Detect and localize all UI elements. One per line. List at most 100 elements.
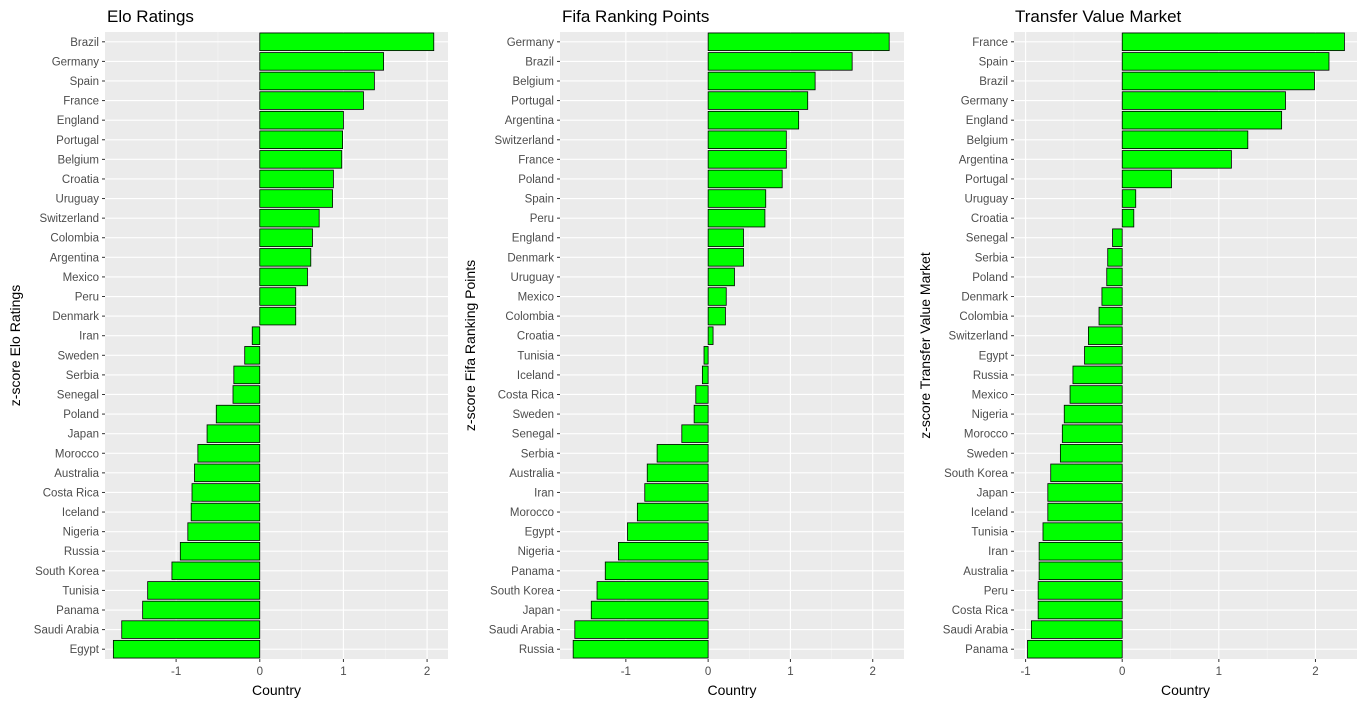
y-tick-label: Germany xyxy=(52,56,100,68)
bar-russia xyxy=(1072,365,1123,385)
y-tick-label: Mexico xyxy=(972,389,1008,401)
bar-iran xyxy=(644,483,709,502)
x-tick-label: 1 xyxy=(340,666,346,678)
y-tick-label: Saudi Arabia xyxy=(943,625,1009,637)
y-tick-label: Saudi Arabia xyxy=(489,625,555,637)
y-tick-label: Serbia xyxy=(975,252,1009,264)
bar-mexico xyxy=(259,267,308,287)
x-axis-title: Country xyxy=(707,682,756,698)
y-tick-label: England xyxy=(512,233,554,245)
y-tick-label: Belgium xyxy=(966,135,1008,147)
y-tick-label: Senegal xyxy=(512,429,554,441)
x-tick-label: 0 xyxy=(257,666,263,678)
bar-uruguay xyxy=(1121,189,1137,208)
bar-brazil xyxy=(259,32,435,52)
bar-denmark xyxy=(1101,287,1123,306)
bar-nigeria xyxy=(187,522,261,541)
y-tick-label: Belgium xyxy=(512,76,554,88)
bar-south-korea xyxy=(1050,463,1123,483)
y-tick-label: Uruguay xyxy=(965,194,1009,206)
bar-argentina xyxy=(1121,150,1232,169)
y-tick-label: England xyxy=(966,115,1008,127)
bar-saudi-arabia xyxy=(121,620,261,639)
y-tick-label: Iran xyxy=(79,331,99,343)
y-tick-label: South Korea xyxy=(490,585,555,597)
y-tick-label: Australia xyxy=(54,468,99,480)
panel-title: Transfer Value Market xyxy=(1015,7,1182,26)
bar-iceland xyxy=(1047,502,1123,522)
bar-panama xyxy=(142,600,261,620)
bar-iceland xyxy=(701,365,709,385)
bar-costa-rica xyxy=(1037,600,1123,620)
bar-senegal xyxy=(681,424,709,443)
bar-france xyxy=(707,150,787,169)
bar-france xyxy=(259,91,364,110)
y-tick-label: Costa Rica xyxy=(43,487,100,499)
bar-switzerland xyxy=(1087,326,1123,345)
bar-morocco xyxy=(197,444,261,463)
bar-serbia xyxy=(656,444,709,463)
y-tick-label: Costa Rica xyxy=(498,389,555,401)
y-tick-label: Nigeria xyxy=(63,527,100,539)
bar-morocco xyxy=(1061,424,1123,443)
bar-belgium xyxy=(259,150,343,169)
y-tick-label: Poland xyxy=(518,174,554,186)
bar-sweden xyxy=(244,346,261,365)
y-tick-label: Saudi Arabia xyxy=(34,625,100,637)
bar-poland xyxy=(707,169,783,189)
bar-iceland xyxy=(190,502,261,522)
bar-senegal xyxy=(1112,228,1123,247)
y-tick-label: Costa Rica xyxy=(952,605,1009,617)
y-tick-label: Brazil xyxy=(70,37,99,49)
y-axis-title: z-score Transfer Value Market xyxy=(917,252,933,439)
y-tick-label: Brazil xyxy=(525,56,554,68)
bar-portugal xyxy=(707,91,809,110)
bar-japan xyxy=(1047,483,1123,502)
x-tick-label: 2 xyxy=(1312,666,1318,678)
y-tick-label: Panama xyxy=(56,605,99,617)
y-tick-label: Japan xyxy=(977,487,1008,499)
y-tick-label: Croatia xyxy=(517,331,555,343)
x-axis-title: Country xyxy=(1161,682,1210,698)
bar-denmark xyxy=(707,248,744,267)
y-tick-label: Argentina xyxy=(505,115,555,127)
bar-saudi-arabia xyxy=(1030,620,1123,639)
bar-brazil xyxy=(1121,71,1315,91)
bar-belgium xyxy=(707,71,816,91)
bar-argentina xyxy=(259,248,312,267)
bar-nigeria xyxy=(1063,404,1123,424)
y-tick-label: Morocco xyxy=(55,448,99,460)
bar-germany xyxy=(707,32,890,52)
y-tick-label: Spain xyxy=(525,194,554,206)
y-tick-label: Portugal xyxy=(511,96,554,108)
y-tick-label: Russia xyxy=(64,546,100,558)
bar-iran xyxy=(1038,542,1123,561)
bar-sweden xyxy=(1059,444,1123,463)
y-tick-label: France xyxy=(518,154,554,166)
y-tick-label: Sweden xyxy=(966,448,1008,460)
bar-england xyxy=(707,228,744,247)
y-tick-label: Iceland xyxy=(62,507,99,519)
bar-serbia xyxy=(1107,248,1123,267)
y-tick-label: South Korea xyxy=(35,566,100,578)
bar-japan xyxy=(590,600,709,620)
bar-belgium xyxy=(1121,130,1249,149)
bar-portugal xyxy=(1121,169,1172,189)
x-axis-title: Country xyxy=(252,682,301,698)
x-tick-label: 0 xyxy=(1119,666,1125,678)
y-tick-label: Croatia xyxy=(971,213,1009,225)
bar-switzerland xyxy=(259,208,320,228)
bar-colombia xyxy=(707,306,726,326)
y-tick-label: Panama xyxy=(511,566,554,578)
bar-australia xyxy=(1038,561,1123,581)
bar-portugal xyxy=(259,130,343,149)
bar-brazil xyxy=(707,52,853,71)
y-tick-label: Iran xyxy=(988,546,1008,558)
bar-spain xyxy=(707,189,767,208)
bar-switzerland xyxy=(707,130,787,149)
y-tick-label: France xyxy=(972,37,1008,49)
y-tick-label: Egypt xyxy=(70,644,100,656)
y-tick-label: Senegal xyxy=(57,389,99,401)
y-tick-label: Germany xyxy=(961,96,1009,108)
y-tick-label: Poland xyxy=(63,409,99,421)
